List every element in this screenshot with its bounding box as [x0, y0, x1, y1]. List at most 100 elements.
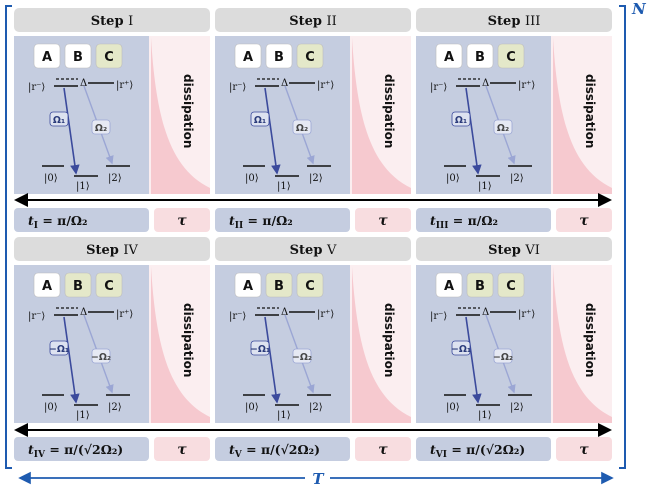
r-minus-label: |r⁻⟩	[430, 311, 447, 322]
omega2-tag	[292, 348, 312, 364]
step-numeral: V	[326, 243, 337, 258]
time-symbol: t	[28, 213, 34, 228]
box-c-label: C	[305, 50, 315, 65]
step-title-bar	[14, 237, 210, 261]
step-title: Step VI	[488, 243, 540, 258]
time-expression: = π/Ω₂	[448, 213, 498, 228]
step-word: Step	[488, 14, 525, 29]
repetition-label: N	[631, 0, 647, 18]
box-b-label: B	[475, 50, 485, 65]
tau-label: τ	[579, 213, 589, 229]
box-b-label: B	[274, 50, 284, 65]
dissipation-label: dissipation	[583, 303, 597, 377]
omega1-arrow	[465, 316, 482, 404]
step-numeral: VI	[524, 243, 540, 258]
omega2-tag	[493, 348, 513, 364]
time-cell	[215, 208, 350, 232]
time-label: tI = π/Ω₂	[28, 213, 88, 231]
box-a-label: A	[42, 50, 52, 65]
total-time-label: T	[312, 470, 325, 488]
omega2-tag	[91, 119, 111, 135]
time-cell	[416, 437, 551, 461]
box-b	[265, 272, 293, 298]
ket2-label: |2⟩	[510, 402, 524, 413]
tau-cell	[154, 437, 210, 461]
omega1-tag	[250, 340, 270, 356]
omega2-label: Ω₂	[95, 123, 107, 134]
tau-label: τ	[378, 213, 388, 229]
step-numeral: IV	[123, 243, 138, 258]
time-label: tVI = π/(√2Ω₂)	[430, 442, 525, 460]
r-minus-label: |r⁻⟩	[28, 82, 45, 93]
omega2-tag	[493, 119, 513, 135]
time-subscript: IV	[34, 450, 46, 460]
dissipation-label: dissipation	[181, 303, 195, 377]
delta-label: Δ	[80, 78, 87, 89]
omega2-label: −Ω₂	[292, 352, 312, 363]
omega1-label: −Ω₁	[451, 344, 471, 355]
box-a	[234, 43, 262, 69]
r-plus-label: |r⁺⟩	[116, 309, 133, 320]
step-title: Step I	[91, 14, 133, 29]
time-subscript: III	[436, 221, 449, 231]
box-c	[497, 43, 525, 69]
time-symbol: t	[28, 442, 34, 457]
r-minus-label: |r⁻⟩	[229, 311, 246, 322]
r-minus-label: |r⁻⟩	[229, 82, 246, 93]
step-title: Step IV	[86, 243, 138, 258]
step-word: Step	[91, 14, 128, 29]
step-word: Step	[290, 243, 327, 258]
ket1-label: |1⟩	[478, 181, 492, 192]
ket1-label: |1⟩	[76, 410, 90, 421]
omega1-tag	[49, 111, 69, 127]
time-subscript: II	[235, 221, 243, 231]
step-panel-2: Step II dissipation A B C |r⁻⟩ Δ |r⁺⟩ |0⟩ |1⟩ |2⟩ Ω…	[215, 8, 411, 232]
delta-label: Δ	[482, 307, 489, 318]
step-title-bar	[14, 8, 210, 32]
time-expression: = π/Ω₂	[38, 213, 88, 228]
step-panel-4: Step IV dissipation A B C |r⁻⟩ Δ |r⁺⟩ |0⟩ |1⟩ |2⟩ −…	[14, 237, 210, 461]
step-numeral: III	[525, 14, 540, 29]
time-symbol: t	[430, 442, 436, 457]
box-c	[95, 272, 123, 298]
ket2-label: |2⟩	[108, 173, 122, 184]
ket0-label: |0⟩	[44, 402, 58, 413]
ket0-label: |0⟩	[245, 402, 259, 413]
time-cell	[416, 208, 551, 232]
box-a-label: A	[243, 50, 253, 65]
omega1-arrow	[63, 87, 80, 175]
delta-label: Δ	[80, 307, 87, 318]
step-word: Step	[289, 14, 326, 29]
box-b-label: B	[73, 50, 83, 65]
step-panel-3: Step III dissipation A B C |r⁻⟩ Δ |r⁺⟩ |0⟩ |1⟩ |2⟩…	[416, 8, 612, 232]
step-numeral: I	[128, 14, 133, 29]
box-c	[497, 272, 525, 298]
omega1-label: Ω₁	[254, 115, 266, 126]
box-c	[95, 43, 123, 69]
box-a	[234, 272, 262, 298]
r-plus-label: |r⁺⟩	[317, 80, 334, 91]
ket2-label: |2⟩	[309, 402, 323, 413]
box-b	[466, 43, 494, 69]
time-expression: = π/(√2Ω₂)	[45, 442, 123, 457]
ket0-label: |0⟩	[446, 173, 460, 184]
box-c	[296, 43, 324, 69]
dissipation-curve	[151, 38, 210, 194]
time-subscript: I	[34, 221, 38, 231]
left-bracket	[5, 5, 12, 469]
tau-label: τ	[177, 213, 187, 229]
box-b-label: B	[73, 279, 83, 294]
tau-cell	[355, 208, 411, 232]
box-a	[33, 272, 61, 298]
tau-cell	[355, 437, 411, 461]
ket2-label: |2⟩	[108, 402, 122, 413]
box-a-label: A	[444, 279, 454, 294]
time-cell	[14, 437, 149, 461]
time-expression: = π/(√2Ω₂)	[447, 442, 525, 457]
omega1-label: Ω₁	[455, 115, 467, 126]
ket1-label: |1⟩	[478, 410, 492, 421]
right-bracket	[619, 5, 626, 469]
